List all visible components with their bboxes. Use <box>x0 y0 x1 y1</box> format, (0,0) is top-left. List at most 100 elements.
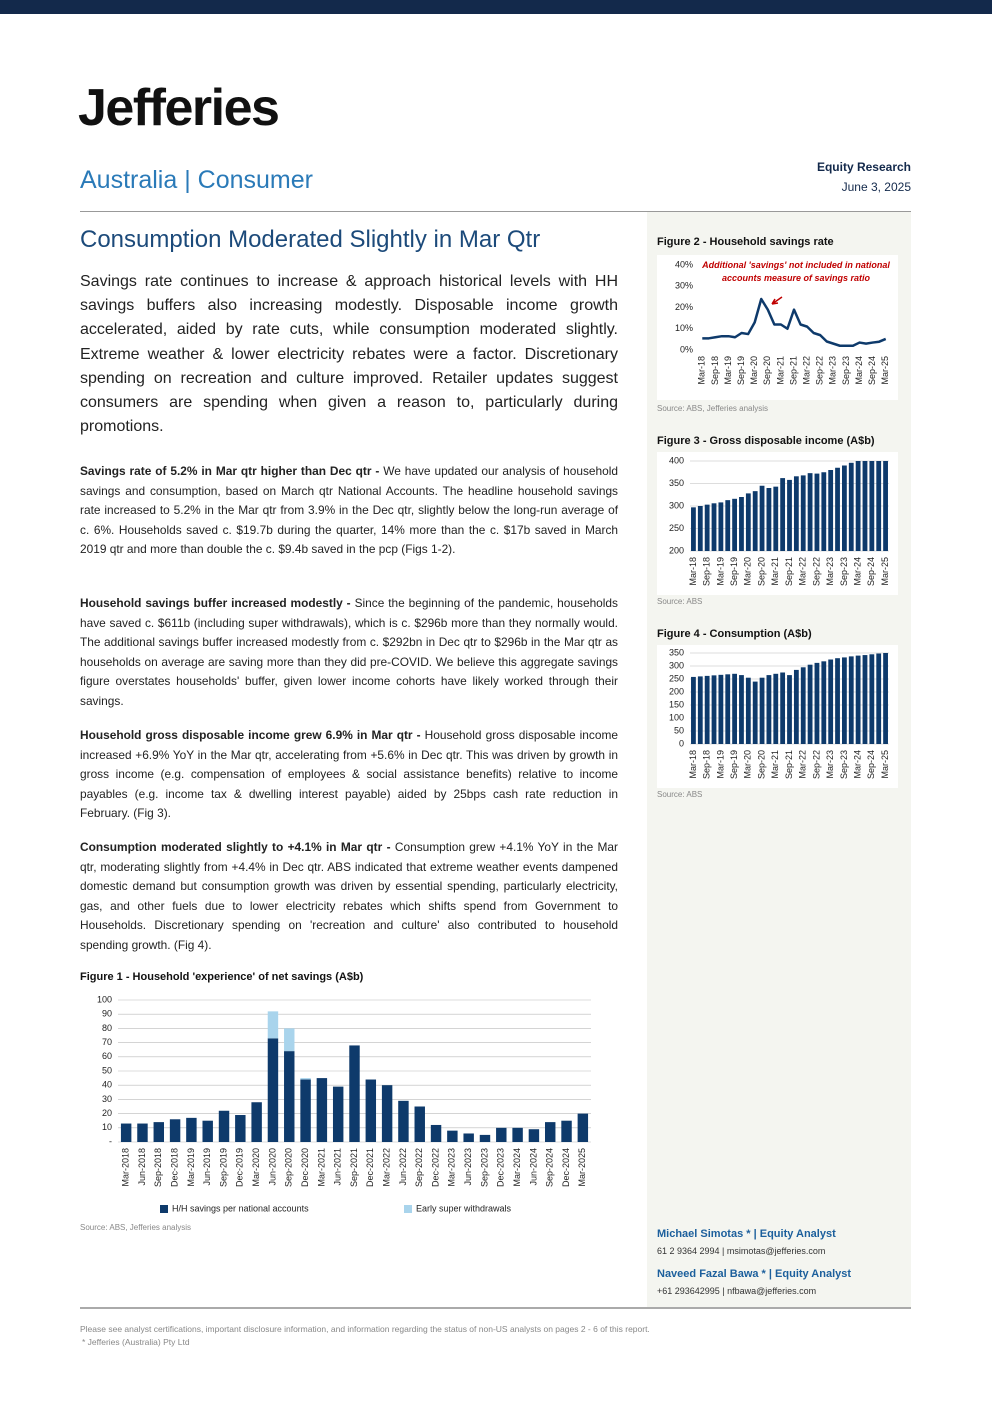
x-tick-label: Sep-18 <box>710 356 720 385</box>
x-tick-label: Mar-22 <box>801 356 811 385</box>
bar <box>251 1102 262 1142</box>
bar <box>284 1051 295 1142</box>
y-tick-label: 20 <box>102 1108 112 1118</box>
x-tick-label: Mar-24 <box>852 557 862 586</box>
analyst-contact: 61 2 9364 2994 | msimotas@jefferies.com <box>657 1246 826 1256</box>
bar <box>732 673 738 744</box>
bar <box>300 1078 311 1080</box>
x-tick-label: Mar-2025 <box>577 1148 587 1187</box>
x-tick-label: Sep-21 <box>784 750 794 779</box>
x-tick-label: Mar-2018 <box>121 1148 131 1187</box>
x-tick-label: Jun-2019 <box>202 1148 212 1186</box>
bar <box>814 662 820 744</box>
x-tick-label: Sep-22 <box>811 750 821 779</box>
x-tick-label: Mar-23 <box>825 557 835 586</box>
x-tick-label: Dec-2024 <box>561 1148 571 1187</box>
bar <box>787 675 792 744</box>
x-tick-label: Mar-19 <box>715 750 725 779</box>
bar <box>759 677 765 744</box>
y-tick-label: 30 <box>102 1094 112 1104</box>
x-tick-label: Sep-24 <box>866 557 876 586</box>
x-tick-label: Mar-24 <box>852 750 862 779</box>
y-tick-label: 300 <box>669 660 684 670</box>
x-tick-label: Mar-2022 <box>381 1148 391 1187</box>
x-tick-label: Mar-2019 <box>186 1148 196 1187</box>
x-tick-label: Mar-24 <box>854 356 864 385</box>
chart: 0%10%20%30%40%Mar-18 Sep-18 Mar-19 Sep-19 Ma… <box>657 255 898 400</box>
analyst: Michael Simotas * | Equity Analyst <box>657 1228 836 1240</box>
y-tick-label: 200 <box>669 545 684 555</box>
bar <box>561 1120 572 1142</box>
bar <box>284 1028 295 1052</box>
bar <box>807 664 813 744</box>
bar <box>300 1079 311 1142</box>
x-tick-label: Jun-2020 <box>267 1148 277 1186</box>
legend-swatch <box>404 1205 412 1213</box>
x-tick-label: Sep-22 <box>815 356 825 385</box>
figure-title: Figure 2 - Household savings rate <box>657 236 834 248</box>
bar <box>267 1011 279 1039</box>
x-tick-label: Jun-2018 <box>137 1148 147 1186</box>
source: Source: ABS <box>657 597 703 606</box>
y-tick-label: 50 <box>102 1065 112 1075</box>
x-tick-label: Sep-20 <box>756 750 766 779</box>
chart: 200 250 300 350 400 Mar-18 Sep-18 Mar-19 Sep-19 M… <box>657 452 898 595</box>
rule <box>80 211 911 212</box>
x-tick-label: Sep-2019 <box>218 1148 228 1187</box>
x-tick-label: Sep-18 <box>702 750 712 779</box>
analyst-name: Naveed Fazal Bawa * <box>657 1268 766 1280</box>
y-tick-label: - <box>109 1136 112 1146</box>
bar <box>545 1122 556 1142</box>
bar <box>691 676 696 744</box>
bar <box>316 1078 328 1142</box>
x-tick-label: Dec-2022 <box>430 1148 440 1187</box>
summary: Savings rate continues to increase & app… <box>80 273 618 436</box>
x-tick-label: Sep-20 <box>762 356 772 385</box>
bar <box>120 1123 132 1142</box>
section-heading: Consumption moderated slightly to +4.1% … <box>80 840 391 854</box>
bar <box>848 462 854 551</box>
x-tick-label: Mar-25 <box>880 356 890 385</box>
y-tick-label: 100 <box>669 712 684 722</box>
y-tick-label: 90 <box>102 1009 112 1019</box>
bar <box>186 1117 197 1142</box>
chart: - 10 20 30 40 50 60 70 80 90 100 Mar-2018 Jun-2018 Se… <box>97 994 591 1213</box>
bar <box>855 461 861 551</box>
bar <box>704 504 710 551</box>
bar <box>814 473 820 551</box>
y-tick-label: 0 <box>679 738 684 748</box>
x-tick-label: Dec-2021 <box>365 1148 375 1187</box>
bar <box>793 476 799 551</box>
bar <box>739 675 744 744</box>
bar <box>759 485 765 551</box>
line <box>702 297 887 347</box>
bar <box>711 675 717 744</box>
x-tick-label: Sep-20 <box>756 557 766 586</box>
x-tick-label: Mar-19 <box>715 557 725 586</box>
section-text: Household gross disposable income increa… <box>80 728 618 821</box>
bar <box>862 461 868 551</box>
x-tick-label: Sep-2023 <box>479 1148 489 1187</box>
figure-title: Figure 4 - Consumption (A$b) <box>657 628 812 640</box>
x-tick-label: Mar-20 <box>743 750 753 779</box>
x-tick-label: Mar-22 <box>798 557 808 586</box>
bar <box>800 475 806 551</box>
sector: Australia | Consumer <box>80 166 313 194</box>
x-tick-label: Mar-21 <box>775 356 785 385</box>
bar <box>512 1127 523 1142</box>
source: Source: ABS, Jefferies analysis <box>80 1223 192 1232</box>
x-tick-label: Mar-22 <box>798 750 808 779</box>
bar <box>766 488 772 551</box>
bar <box>745 677 751 744</box>
bar <box>725 674 731 744</box>
y-tick-label: 350 <box>669 647 684 657</box>
date: June 3, 2025 <box>841 180 911 194</box>
x-tick-label: Mar-23 <box>825 750 835 779</box>
bar <box>828 470 834 551</box>
x-tick-label: Mar-19 <box>723 356 733 385</box>
source: Source: ABS <box>657 790 703 799</box>
report-label: Equity Research <box>816 160 911 174</box>
bar <box>787 479 792 551</box>
bar <box>855 655 861 744</box>
disclaimer: Please see analyst certifications, impor… <box>80 1324 650 1334</box>
